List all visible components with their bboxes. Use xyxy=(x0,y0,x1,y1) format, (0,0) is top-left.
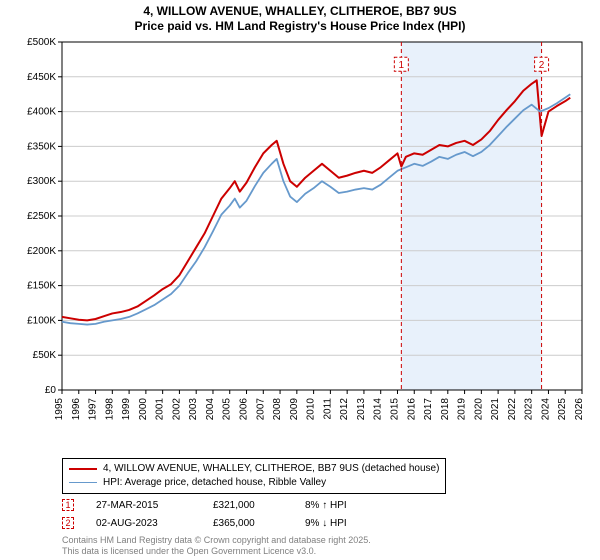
marker-label: 1 xyxy=(399,60,405,71)
legend-swatch xyxy=(69,482,97,483)
footer-line2: This data is licensed under the Open Gov… xyxy=(62,546,371,557)
xtick-label: 2002 xyxy=(171,398,182,421)
footer-attribution: Contains HM Land Registry data © Crown c… xyxy=(62,535,371,558)
xtick-label: 2011 xyxy=(322,398,333,420)
ytick-label: £500K xyxy=(27,38,56,48)
xtick-label: 1997 xyxy=(88,398,99,421)
xtick-label: 2023 xyxy=(524,398,535,421)
chart-area: £0 £50K £100K £150K £200K £250K £300K £350K £400… xyxy=(0,38,600,433)
xtick-label: 2013 xyxy=(356,398,367,421)
transaction-marker: 2 xyxy=(62,517,74,529)
xtick-label: 2005 xyxy=(222,398,233,421)
xtick-label: 2000 xyxy=(138,398,149,421)
ytick-label: £400K xyxy=(27,107,56,118)
footer-line1: Contains HM Land Registry data © Crown c… xyxy=(62,535,371,546)
xtick-label: 2018 xyxy=(440,398,451,421)
xtick-label: 2006 xyxy=(239,398,250,421)
transaction-row: 2 02-AUG-2023 £365,000 9% ↓ HPI xyxy=(62,514,395,532)
transaction-delta: 9% ↓ HPI xyxy=(305,518,395,529)
ytick-label: £350K xyxy=(27,141,56,152)
xtick-label: 2016 xyxy=(406,398,417,421)
transaction-date: 02-AUG-2023 xyxy=(96,518,191,529)
legend: 4, WILLOW AVENUE, WHALLEY, CLITHEROE, BB… xyxy=(62,458,446,494)
chart-title: 4, WILLOW AVENUE, WHALLEY, CLITHEROE, BB… xyxy=(0,0,600,34)
ytick-label: £250K xyxy=(27,211,56,222)
transaction-delta: 8% ↑ HPI xyxy=(305,500,395,511)
xtick-label: 2001 xyxy=(155,398,166,421)
transaction-row: 1 27-MAR-2015 £321,000 8% ↑ HPI xyxy=(62,496,395,514)
xtick-label: 1995 xyxy=(54,398,65,421)
xtick-label: 1996 xyxy=(71,398,82,421)
chart-svg: £0 £50K £100K £150K £200K £250K £300K £350K £400… xyxy=(0,38,600,433)
ytick-label: £200K xyxy=(27,246,56,257)
transaction-marker: 1 xyxy=(62,499,74,511)
ytick-label: £50K xyxy=(33,350,57,361)
transaction-price: £365,000 xyxy=(213,518,283,529)
transaction-price: £321,000 xyxy=(213,500,283,511)
ytick-label: £450K xyxy=(27,72,56,83)
xtick-label: 1999 xyxy=(121,398,132,421)
xtick-label: 1998 xyxy=(104,398,115,421)
ytick-label: £300K xyxy=(27,176,56,187)
xtick-label: 2007 xyxy=(255,398,266,421)
xtick-label: 2014 xyxy=(373,398,384,421)
xtick-label: 2015 xyxy=(389,398,400,421)
xtick-label: 2020 xyxy=(473,398,484,421)
legend-swatch xyxy=(69,468,97,470)
legend-row: HPI: Average price, detached house, Ribb… xyxy=(69,476,439,490)
xtick-label: 2022 xyxy=(507,398,518,421)
ytick-label: £0 xyxy=(45,385,57,396)
marker-label: 2 xyxy=(539,60,545,71)
legend-row: 4, WILLOW AVENUE, WHALLEY, CLITHEROE, BB… xyxy=(69,462,439,476)
xtick-label: 2012 xyxy=(339,398,350,421)
xtick-label: 2017 xyxy=(423,398,434,421)
xtick-label: 2003 xyxy=(188,398,199,421)
transaction-date: 27-MAR-2015 xyxy=(96,500,191,511)
xtick-label: 2009 xyxy=(289,398,300,421)
title-line2: Price paid vs. HM Land Registry's House … xyxy=(0,19,600,34)
ytick-label: £150K xyxy=(27,281,56,292)
xtick-label: 2025 xyxy=(557,398,568,421)
title-line1: 4, WILLOW AVENUE, WHALLEY, CLITHEROE, BB… xyxy=(0,4,600,19)
xtick-label: 2019 xyxy=(457,398,468,421)
legend-label: HPI: Average price, detached house, Ribb… xyxy=(103,476,326,490)
xtick-label: 2008 xyxy=(272,398,283,421)
xtick-label: 2010 xyxy=(306,398,317,421)
xtick-label: 2004 xyxy=(205,398,216,421)
ytick-label: £100K xyxy=(27,315,56,326)
legend-label: 4, WILLOW AVENUE, WHALLEY, CLITHEROE, BB… xyxy=(103,462,439,476)
xtick-label: 2021 xyxy=(490,398,501,421)
transactions-table: 1 27-MAR-2015 £321,000 8% ↑ HPI 2 02-AUG-2023… xyxy=(62,496,395,532)
xtick-label: 2026 xyxy=(574,398,585,421)
xtick-label: 2024 xyxy=(540,398,551,421)
